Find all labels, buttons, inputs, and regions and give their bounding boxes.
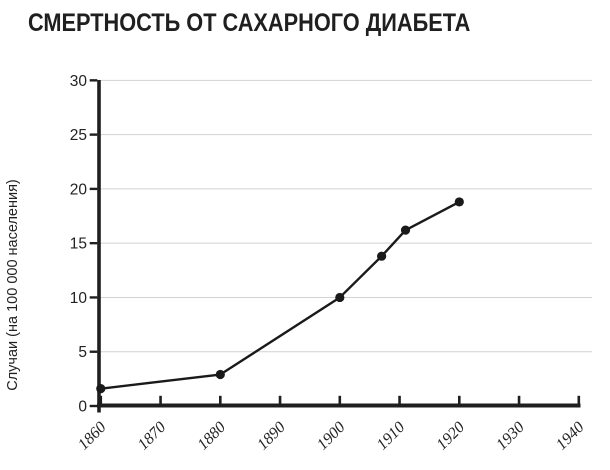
y-tick-label: 0 (78, 399, 87, 416)
x-tick-label: 1870 (135, 419, 170, 454)
x-tick-label: 1860 (75, 419, 110, 454)
x-tick-label: 1930 (493, 419, 528, 454)
data-point (377, 251, 387, 261)
y-tick-label: 25 (70, 127, 87, 144)
data-point (335, 292, 345, 303)
x-tick-label: 1900 (314, 419, 349, 454)
y-tick-label: 15 (70, 236, 87, 253)
y-tick-label: 30 (70, 73, 88, 90)
x-tick-label: 1880 (194, 419, 229, 454)
data-point (454, 197, 464, 207)
data-point (400, 225, 411, 235)
data-point (215, 369, 225, 380)
x-tick-label: 1910 (374, 419, 409, 454)
x-tick-label: 1920 (433, 419, 468, 454)
y-tick-label: 5 (78, 344, 87, 361)
y-tick-label: 20 (70, 181, 88, 198)
data-point (96, 384, 106, 394)
y-tick-label: 10 (70, 290, 88, 307)
y-axis-title: Случаи (на 100 000 населения) (5, 179, 21, 391)
data-series-line (100, 200, 460, 390)
x-tick-label: 1890 (254, 419, 289, 454)
chart-title: СМЕРТНОСТЬ ОТ САХАРНОГО ДИАБЕТА (28, 9, 471, 37)
x-tick-label: 1940 (553, 419, 588, 454)
